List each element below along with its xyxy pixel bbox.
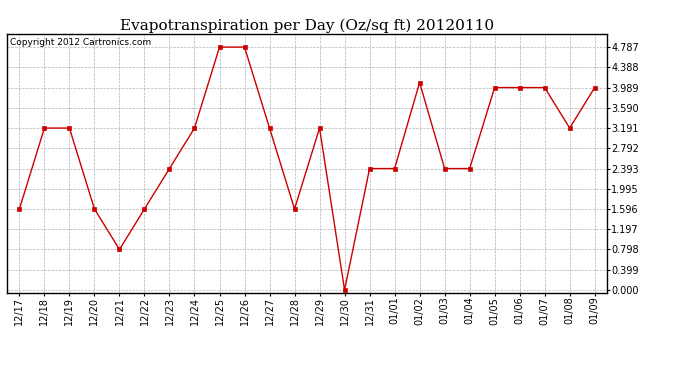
Title: Evapotranspiration per Day (Oz/sq ft) 20120110: Evapotranspiration per Day (Oz/sq ft) 20… — [120, 18, 494, 33]
Text: Copyright 2012 Cartronics.com: Copyright 2012 Cartronics.com — [10, 38, 151, 46]
